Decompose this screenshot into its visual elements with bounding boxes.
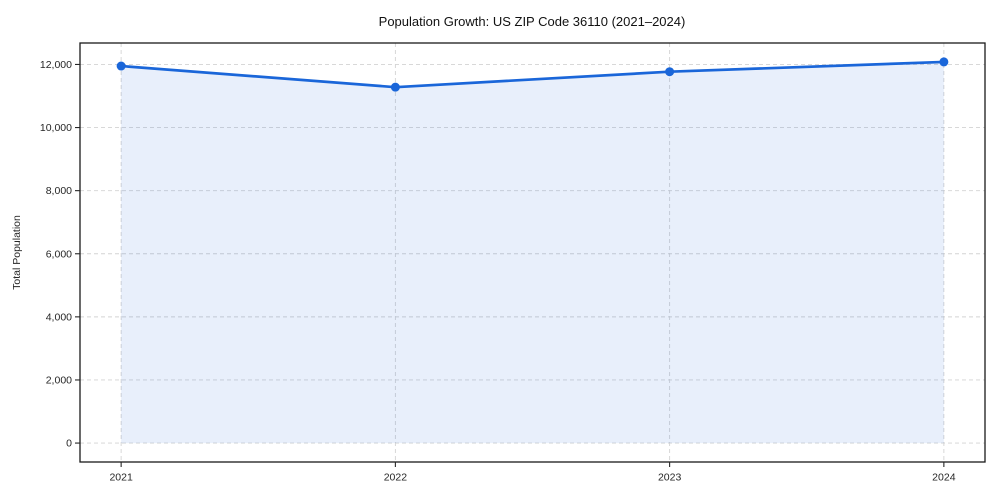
y-tick-label: 12,000: [40, 59, 72, 71]
y-tick-label: 4,000: [46, 311, 72, 323]
x-tick-label: 2021: [109, 472, 133, 484]
chart-title: Population Growth: US ZIP Code 36110 (20…: [379, 14, 686, 29]
x-tick-label: 2022: [384, 472, 408, 484]
y-tick-label: 10,000: [40, 122, 72, 134]
x-tick-label: 2023: [658, 472, 682, 484]
axis-ticks: 0 2,000 4,000 6,000 8,000 10,000 12,000 2021 202…: [40, 59, 956, 484]
area-fill: [121, 61, 944, 444]
y-tick-label: 6,000: [46, 248, 72, 260]
plot-border: [79, 42, 986, 463]
data-point: [390, 82, 400, 92]
y-axis-label: Total Population: [11, 215, 23, 290]
data-point: [665, 67, 675, 77]
y-tick-label: 0: [66, 438, 72, 450]
y-tick-label: 8,000: [46, 185, 72, 197]
data-point: [939, 57, 949, 67]
plot-area: [80, 43, 985, 462]
x-tick-label: 2024: [932, 472, 956, 484]
data-point: [116, 61, 126, 71]
trend-line: [119, 60, 946, 89]
y-tick-label: 2,000: [46, 374, 72, 386]
